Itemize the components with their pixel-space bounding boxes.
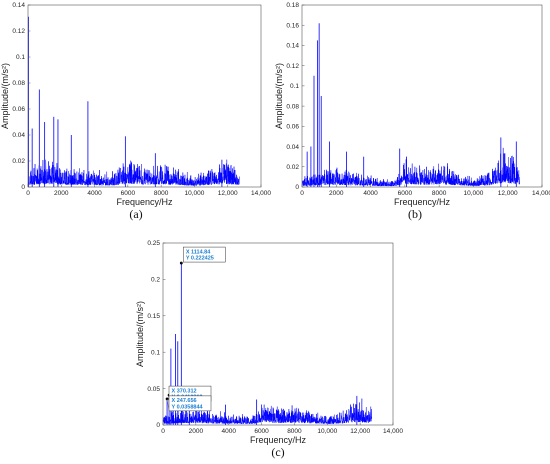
x-tick-label: 8000 bbox=[154, 190, 169, 197]
y-tick-label: 0.14 bbox=[12, 2, 25, 9]
y-tick-label: 0 bbox=[156, 422, 160, 429]
x-axis-label: Frequency/Hz bbox=[394, 197, 451, 207]
y-tick-label: 0.14 bbox=[286, 43, 299, 50]
datatip-box bbox=[183, 246, 226, 263]
tick-labels: 0 2000 4000 6000 8000 10,000 12,000 14,000 0 0.05… bbox=[147, 240, 403, 435]
y-axis-label: Amplitude/(m/s²) bbox=[0, 63, 10, 129]
axes-box bbox=[162, 242, 394, 426]
x-tick-label: 10,000 bbox=[317, 428, 337, 435]
x-tick-label: 2000 bbox=[329, 190, 344, 197]
x-tick-label: 14,000 bbox=[532, 190, 550, 197]
y-tick-label: 0.15 bbox=[147, 313, 160, 320]
spectrum-line bbox=[301, 147, 520, 187]
axes bbox=[162, 242, 394, 426]
chart-panel-b: 0 2000 4000 6000 8000 10,000 12,000 14,000 0 0.02… bbox=[274, 2, 550, 221]
x-tick-label: 6000 bbox=[121, 190, 136, 197]
x-tick-label: 10,000 bbox=[184, 190, 204, 197]
y-tick-label: 0.08 bbox=[12, 80, 25, 87]
x-tick-label: 14,000 bbox=[383, 428, 403, 435]
x-tick-label: 10,000 bbox=[463, 190, 483, 197]
x-axis-label: Frequency/Hz bbox=[250, 435, 307, 445]
x-tick-label: 0 bbox=[26, 190, 30, 197]
y-tick-label: 0.25 bbox=[147, 240, 160, 247]
y-axis-label: Amplitude/(m/s²) bbox=[274, 63, 284, 129]
x-tick-label: 2000 bbox=[54, 190, 69, 197]
y-tick-label: 0.06 bbox=[12, 106, 25, 113]
datatip-x-label: X 247.656 bbox=[172, 398, 197, 404]
y-tick-label: 0.02 bbox=[286, 164, 299, 171]
plot-area bbox=[28, 5, 261, 187]
axes bbox=[27, 4, 262, 188]
y-tick-label: 0.06 bbox=[286, 124, 299, 131]
x-tick-label: 6000 bbox=[254, 428, 269, 435]
y-tick-label: 0.2 bbox=[151, 277, 160, 284]
datatip-y-label: Y 0.222425 bbox=[186, 256, 214, 262]
y-tick-label: 0.04 bbox=[12, 132, 25, 139]
y-tick-label: 0.12 bbox=[12, 28, 25, 35]
datatip-leader bbox=[181, 261, 184, 264]
y-tick-label: 0.05 bbox=[147, 386, 160, 393]
x-tick-label: 6000 bbox=[398, 190, 413, 197]
panel-label: (a) bbox=[129, 207, 142, 221]
y-tick-label: 0 bbox=[295, 184, 299, 191]
spectrum-line bbox=[27, 159, 240, 187]
x-tick-label: 8000 bbox=[432, 190, 447, 197]
y-tick-label: 0 bbox=[21, 184, 25, 191]
spectrum-series bbox=[301, 23, 520, 187]
datatip-y-label: Y 0.0358844 bbox=[172, 404, 204, 410]
panel-label: (b) bbox=[408, 207, 422, 221]
plot-area bbox=[302, 5, 542, 187]
y-tick-label: 0.12 bbox=[286, 63, 299, 70]
spectrum-line bbox=[162, 398, 372, 425]
x-tick-label: 2000 bbox=[189, 428, 204, 435]
x-tick-label: 12,000 bbox=[350, 428, 370, 435]
x-tick-label: 14,000 bbox=[251, 190, 271, 197]
x-tick-label: 4000 bbox=[221, 428, 236, 435]
axes-box bbox=[301, 4, 543, 188]
datatip-x-label: X 370.312 bbox=[172, 388, 197, 394]
datatip-leader bbox=[166, 398, 170, 411]
y-tick-label: 0.1 bbox=[16, 54, 25, 61]
chart-panel-a: 0 2000 4000 6000 8000 10,000 12,000 14,000 0 0.02… bbox=[0, 2, 271, 221]
y-tick-label: 0.04 bbox=[286, 144, 299, 151]
spectrum-series bbox=[27, 16, 240, 187]
y-tick-label: 0.08 bbox=[286, 103, 299, 110]
axes-box bbox=[27, 4, 262, 188]
y-tick-label: 0.02 bbox=[12, 158, 25, 165]
y-tick-label: 0.16 bbox=[286, 22, 299, 29]
x-tick-label: 4000 bbox=[87, 190, 102, 197]
x-tick-label: 12,000 bbox=[498, 190, 518, 197]
y-axis-label: Amplitude/(m/s²) bbox=[135, 301, 145, 367]
y-tick-label: 0.1 bbox=[290, 83, 299, 90]
x-tick-label: 4000 bbox=[363, 190, 378, 197]
axes bbox=[301, 4, 543, 188]
datatip-x-label: X 1114.84 bbox=[186, 249, 211, 255]
panel-label: (c) bbox=[271, 445, 284, 459]
chart-panel-c: 0 2000 4000 6000 8000 10,000 12,000 14,000 0 0.05… bbox=[135, 240, 403, 459]
x-tick-label: 0 bbox=[161, 428, 165, 435]
tick-labels: 0 2000 4000 6000 8000 10,000 12,000 14,000 0 0.02… bbox=[286, 2, 550, 197]
tick-labels: 0 2000 4000 6000 8000 10,000 12,000 14,000 0 0.02… bbox=[12, 2, 271, 197]
x-tick-label: 0 bbox=[300, 190, 304, 197]
x-axis-label: Frequency/Hz bbox=[116, 197, 173, 207]
x-tick-label: 8000 bbox=[287, 428, 302, 435]
y-tick-label: 0.18 bbox=[286, 2, 299, 9]
x-tick-label: 12,000 bbox=[218, 190, 238, 197]
y-tick-label: 0.1 bbox=[151, 349, 160, 356]
datatip-box bbox=[168, 395, 212, 412]
